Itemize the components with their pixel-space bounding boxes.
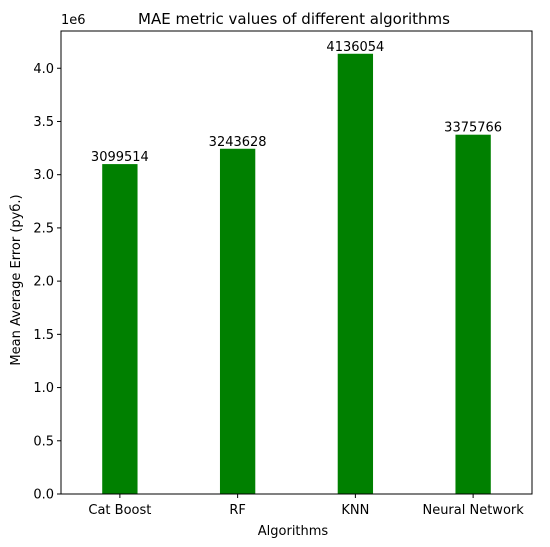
y-axis-offset-label: 1e6 <box>61 13 86 28</box>
bar-2 <box>337 53 374 494</box>
y-tick-label-6: 3.0 <box>33 168 54 183</box>
y-tick-label-0: 0.0 <box>33 488 54 503</box>
bars-group <box>102 53 491 495</box>
y-tick-label-5: 2.5 <box>33 221 54 236</box>
y-tick-label-7: 3.5 <box>33 115 54 130</box>
y-tick-label-8: 4.0 <box>33 62 54 77</box>
data-label-2: 4136054 <box>326 40 384 55</box>
y-tick-label-3: 1.5 <box>33 328 54 343</box>
x-axis-label: Algorithms <box>258 524 329 539</box>
x-tick-label-2: KNN <box>341 503 369 518</box>
y-tick-label-1: 0.5 <box>33 434 54 449</box>
data-labels-group: 3099514 3243628 4136054 3375766 <box>91 40 502 165</box>
plot-frame <box>60 30 533 495</box>
data-label-0: 3099514 <box>91 150 149 165</box>
bar-3 <box>455 134 491 494</box>
chart-title: MAE metric values of different algorithm… <box>138 10 450 28</box>
x-tick-label-0: Cat Boost <box>88 503 151 518</box>
x-tick-label-3: Neural Network <box>422 503 524 518</box>
x-axis: Cat Boost RF KNN Neural Network <box>88 494 524 518</box>
y-tick-label-2: 1.0 <box>33 381 54 396</box>
x-tick-label-1: RF <box>229 503 246 518</box>
data-label-1: 3243628 <box>209 135 267 150</box>
bar-0 <box>102 164 138 494</box>
data-label-3: 3375766 <box>444 121 502 136</box>
y-axis-label: Mean Average Error (руб.) <box>9 194 24 365</box>
y-axis: 0.0 0.5 1.0 1.5 2.0 2.5 3.0 3.5 4.0 <box>33 62 61 503</box>
bar-1 <box>219 148 256 495</box>
y-tick-label-4: 2.0 <box>33 275 54 290</box>
